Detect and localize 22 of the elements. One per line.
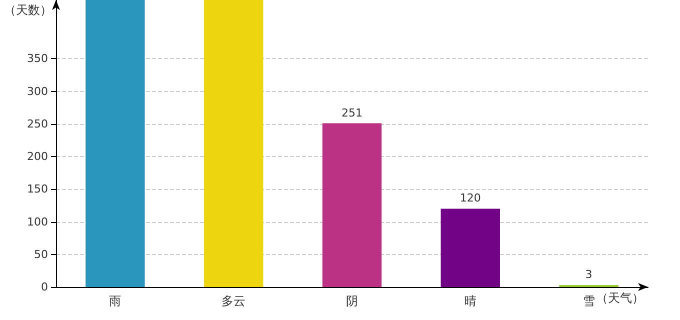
x-tick-label: 雨 — [109, 294, 122, 308]
y-tick-label: 0 — [41, 280, 48, 294]
data-label: 3 — [585, 268, 592, 282]
y-tick-label: 300 — [27, 84, 48, 98]
y-tick-label: 100 — [27, 215, 48, 228]
bar — [322, 123, 382, 287]
y-tick-label: 350 — [27, 52, 48, 66]
x-axis-title: （天气） — [596, 291, 644, 305]
y-tick-label: 150 — [27, 182, 48, 196]
x-tick-label: 阴 — [346, 294, 358, 308]
data-label: 120 — [460, 192, 481, 205]
bar — [86, 0, 145, 287]
y-tick-label: 200 — [27, 150, 48, 164]
y-axis-title: （天数） — [4, 3, 52, 17]
bar — [204, 0, 264, 287]
x-tick-label: 雪 — [582, 294, 595, 308]
x-tick-label: 多云 — [222, 294, 246, 308]
y-tick-label: 250 — [27, 117, 48, 130]
data-label: 251 — [342, 106, 362, 120]
bar — [440, 208, 500, 287]
y-tick-label: 50 — [34, 248, 48, 261]
x-tick-label: 晴 — [464, 294, 476, 308]
